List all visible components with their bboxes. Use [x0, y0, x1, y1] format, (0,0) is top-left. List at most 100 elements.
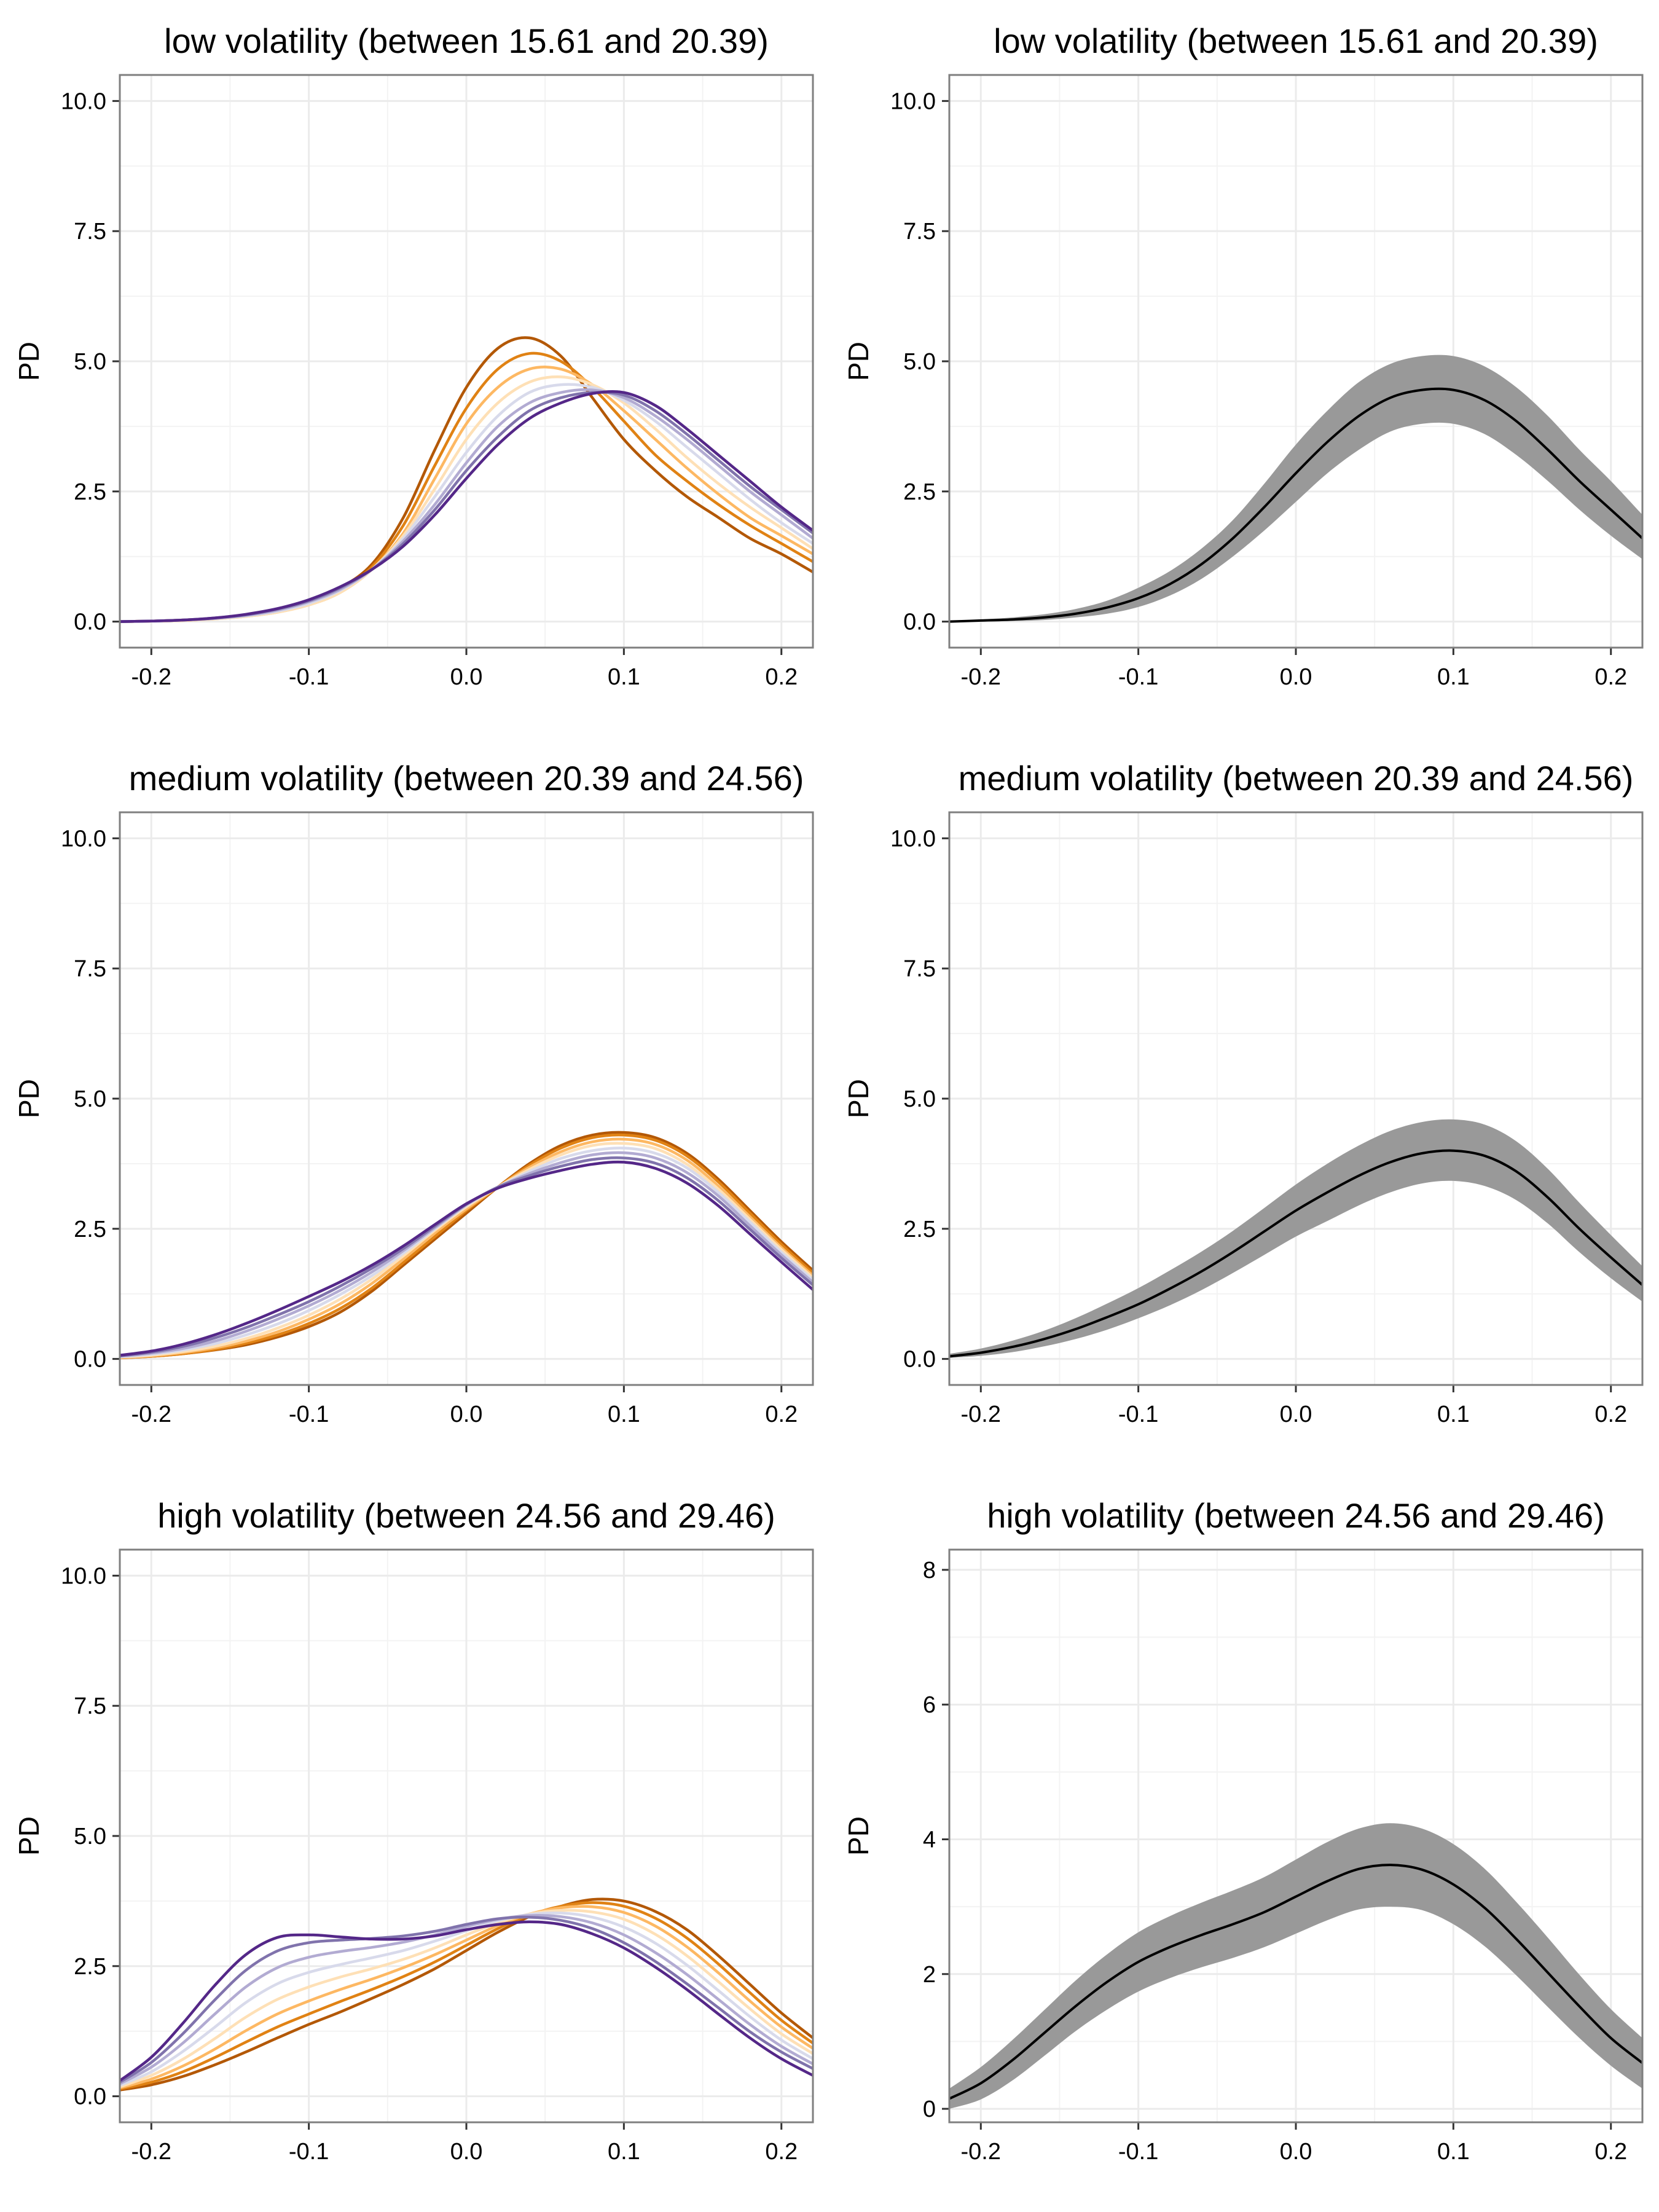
- x-tick-label: 0.0: [450, 1402, 483, 1427]
- x-tick-label: 0.1: [1437, 2139, 1470, 2165]
- panel-high-volatility-band: high volatility (between 24.56 and 29.46…: [842, 1496, 1644, 2165]
- panel-medium-volatility-lines: medium volatility (between 20.39 and 24.…: [13, 759, 814, 1427]
- panel-title: low volatility (between 15.61 and 20.39): [994, 22, 1598, 60]
- y-tick-label: 10.0: [890, 826, 936, 852]
- y-tick-label: 5.0: [74, 1824, 106, 1849]
- series-line-2: [120, 1901, 813, 2090]
- x-tick-label: -0.2: [131, 1402, 171, 1427]
- mean-line: [949, 387, 1642, 623]
- x-tick-label: 0.0: [1280, 2139, 1312, 2165]
- panel-title: low volatility (between 15.61 and 20.39): [164, 22, 769, 60]
- panel-border: [948, 811, 1644, 1386]
- y-tick-label: 6: [923, 1692, 936, 1718]
- x-tick-label: 0.0: [1280, 664, 1312, 690]
- y-tick-label: 2.5: [74, 479, 106, 505]
- series-line-7: [120, 1915, 813, 2084]
- x-tick-label: 0.0: [450, 664, 483, 690]
- y-tick-label: 10.0: [61, 826, 106, 852]
- grid: [120, 1550, 813, 2122]
- series-line-3: [120, 1905, 813, 2090]
- panel-border: [948, 1548, 1644, 2124]
- series-line-8: [120, 390, 813, 623]
- panel-border: [948, 74, 1644, 649]
- x-tick-label: -0.2: [961, 664, 1001, 690]
- x-tick-label: 0.1: [608, 2139, 640, 2165]
- x-tick-label: 0.2: [1594, 2139, 1627, 2165]
- panel-border: [119, 1548, 814, 2124]
- y-tick-label: 2.5: [903, 479, 936, 505]
- plot-marks: [949, 355, 1642, 623]
- mean-line: [949, 1864, 1642, 2100]
- grid: [949, 75, 1642, 648]
- plot-marks: [949, 1823, 1642, 2109]
- x-tick-label: -0.2: [131, 664, 171, 690]
- y-tick-label: 10.0: [61, 1563, 106, 1589]
- panel-title: high volatility (between 24.56 and 29.46…: [157, 1496, 775, 1535]
- y-tick-label: 7.5: [903, 956, 936, 982]
- y-axis-label: PD: [842, 1816, 874, 1856]
- mean-line: [949, 1149, 1642, 1358]
- panel-border: [119, 811, 814, 1386]
- y-axis-label: PD: [842, 1079, 874, 1118]
- x-tick-label: 0.2: [765, 664, 798, 690]
- series-line-1: [120, 1897, 813, 2092]
- panel-title: medium volatility (between 20.39 and 24.…: [129, 759, 804, 798]
- y-tick-label: 0.0: [74, 1347, 106, 1373]
- x-tick-label: -0.1: [1118, 1402, 1158, 1427]
- panel-title: medium volatility (between 20.39 and 24.…: [959, 759, 1634, 798]
- plot-marks: [120, 1131, 813, 1360]
- series-line-8: [120, 1160, 813, 1357]
- panel-title: high volatility (between 24.56 and 29.46…: [987, 1496, 1605, 1535]
- y-tick-label: 2.5: [903, 1217, 936, 1242]
- x-tick-label: 0.2: [765, 2139, 798, 2165]
- x-tick-label: 0.1: [1437, 664, 1470, 690]
- y-tick-label: 8: [923, 1558, 936, 1583]
- x-tick-label: -0.1: [289, 2139, 329, 2165]
- plot-marks: [949, 1119, 1642, 1358]
- y-tick-label: 2: [923, 1962, 936, 1988]
- x-tick-label: 0.1: [608, 664, 640, 690]
- plot-marks: [120, 336, 813, 623]
- series-line-3: [120, 1137, 813, 1359]
- y-tick-label: 0: [923, 2096, 936, 2122]
- panel-high-volatility-lines: high volatility (between 24.56 and 29.46…: [13, 1496, 814, 2165]
- x-tick-label: -0.2: [961, 1402, 1001, 1427]
- grid: [120, 812, 813, 1385]
- x-tick-label: 0.2: [1594, 664, 1627, 690]
- series-line-8: [120, 1920, 813, 2082]
- x-tick-label: 0.1: [1437, 1402, 1470, 1427]
- y-tick-label: 5.0: [74, 1086, 106, 1112]
- x-tick-label: -0.1: [289, 1402, 329, 1427]
- x-tick-label: 0.0: [1280, 1402, 1312, 1427]
- x-tick-label: 0.2: [765, 1402, 798, 1427]
- y-tick-label: 2.5: [74, 1217, 106, 1242]
- x-tick-label: 0.0: [450, 2139, 483, 2165]
- plot-marks: [120, 1897, 813, 2092]
- series-line-6: [120, 1914, 813, 2085]
- panel-border: [119, 74, 814, 649]
- y-axis-label: PD: [13, 1079, 45, 1118]
- panel-low-volatility-band: low volatility (between 15.61 and 20.39)…: [842, 22, 1644, 690]
- panel-medium-volatility-band: medium volatility (between 20.39 and 24.…: [842, 759, 1644, 1427]
- y-axis-label: PD: [842, 342, 874, 381]
- y-tick-label: 0.0: [903, 610, 936, 635]
- x-tick-label: 0.2: [1594, 1402, 1627, 1427]
- grid: [120, 75, 813, 648]
- y-tick-label: 7.5: [74, 956, 106, 982]
- y-tick-label: 0.0: [74, 2084, 106, 2110]
- series-line-1: [120, 1131, 813, 1360]
- grid: [949, 812, 1642, 1385]
- y-axis-label: PD: [13, 342, 45, 381]
- panel-low-volatility-lines: low volatility (between 15.61 and 20.39)…: [13, 22, 814, 690]
- x-tick-label: 0.1: [608, 1402, 640, 1427]
- y-tick-label: 5.0: [74, 349, 106, 375]
- y-tick-label: 5.0: [903, 1086, 936, 1112]
- y-tick-label: 10.0: [890, 88, 936, 114]
- y-tick-label: 0.0: [903, 1347, 936, 1373]
- x-tick-label: -0.2: [131, 2139, 171, 2165]
- y-tick-label: 4: [923, 1827, 936, 1853]
- y-tick-label: 2.5: [74, 1954, 106, 1980]
- y-axis-label: PD: [13, 1816, 45, 1856]
- x-tick-label: -0.1: [289, 664, 329, 690]
